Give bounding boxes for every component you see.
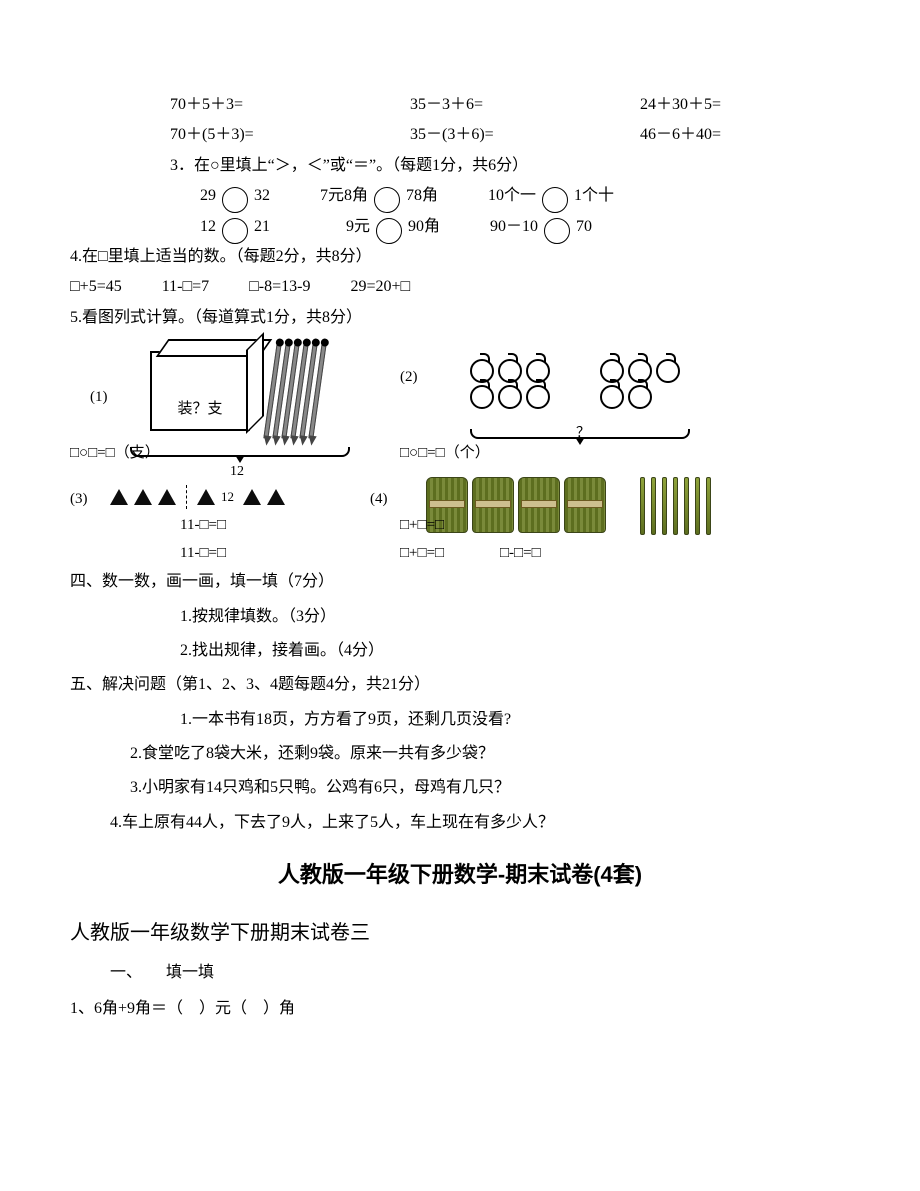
cherry-icon <box>656 359 680 383</box>
fig4-sticks <box>640 477 711 535</box>
fig3-marker: (3) <box>70 485 88 514</box>
fig4-marker: (4) <box>370 485 388 514</box>
q3-2-a2: 21 <box>254 212 270 242</box>
q4-d: 29=20+□ <box>350 272 410 302</box>
fig2-group-b <box>600 359 690 409</box>
circle-icon[interactable] <box>376 218 402 244</box>
cherry-icon <box>470 385 494 409</box>
fig2-group-a <box>470 359 570 409</box>
cherry-icon <box>628 385 652 409</box>
sec4-i2: 2.找出规律，接着画。（4分） <box>70 636 850 666</box>
calc-1b: 35－3＋6= <box>410 90 580 120</box>
q3-row-2: 12 21 9元 90角 90－10 70 <box>70 212 850 242</box>
fill-heading: 一、 填一填 <box>70 958 850 988</box>
sec5-i2: 2.食堂吃了8袋大米，还剩9袋。原来一共有多少袋？ <box>70 739 850 769</box>
fig4-eq-b2: □-□=□ <box>500 539 541 568</box>
stick-icon <box>695 477 700 535</box>
q3-title: 3．在○里填上“＞，＜”或“＝”。（每题1分，共6分） <box>70 151 850 181</box>
fig1-box-label: 装？支 <box>152 395 248 424</box>
q4-a: □+5=45 <box>70 272 122 302</box>
q5-figures: (1) 装？支 12 □○□=□（支） (2) ？ □○□=□（个） (3) <box>70 343 850 563</box>
calc-1c: 24＋30＋5= <box>640 90 721 120</box>
q4-b: 11-□=7 <box>162 272 209 302</box>
cherry-icon <box>526 385 550 409</box>
main-title: 人教版一年级下册数学-期末试卷(4套) <box>70 854 850 896</box>
fig4-eq-top: □+□=□ <box>400 511 444 540</box>
triangle-icon <box>197 489 215 505</box>
calc-2b: 35－(3＋6)= <box>410 120 580 150</box>
q3-1-c2: 1个十 <box>574 181 614 211</box>
sec5-i1: 1.一本书有18页，方方看了9页，还剩几页没看? <box>70 705 850 735</box>
stick-icon <box>673 477 678 535</box>
stick-icon <box>662 477 667 535</box>
sec5-i4: 4.车上原有44人，下去了9人，上来了5人，车上现在有多少人？ <box>70 808 850 838</box>
fig2-marker: (2) <box>400 363 418 392</box>
stick-icon <box>651 477 656 535</box>
fig3-eq2: 11-□=□ <box>180 539 226 568</box>
q3-1-b1: 7元8角 <box>320 181 368 211</box>
fig1-eq: □○□=□（支） <box>70 439 160 468</box>
fig3-count: 12 <box>221 485 237 510</box>
calc-1a: 70＋5＋3= <box>170 90 350 120</box>
sec4-heading: 四、数一数，画一画，填一填（7分） <box>70 567 850 597</box>
stick-icon <box>684 477 689 535</box>
fig1-brace-num: 12 <box>230 459 244 486</box>
calc-row-2: 70＋(5＋3)= 35－(3＋6)= 46－6＋40= <box>70 120 850 150</box>
q3-1-c1: 10个一 <box>488 181 536 211</box>
calc-2a: 70＋(5＋3)= <box>170 120 350 150</box>
q3-1-a1: 29 <box>200 181 216 211</box>
subtitle: 人教版一年级数学下册期末试卷三 <box>70 914 850 952</box>
triangle-icon <box>110 489 128 505</box>
fig1-marker: (1) <box>90 383 108 412</box>
q5-title: 5.看图列式计算。（每道算式1分，共8分） <box>70 303 850 333</box>
q3-2-b1: 9元 <box>346 212 370 242</box>
sec4-i1: 1.按规律填数。（3分） <box>70 602 850 632</box>
q3-row-1: 29 32 7元8角 78角 10个一 1个十 <box>70 181 850 211</box>
sec5-heading: 五、解决问题（第1、2、3、4题每题4分，共21分） <box>70 670 850 700</box>
triangle-icon <box>134 489 152 505</box>
bundle-icon <box>472 477 514 533</box>
cherry-icon <box>498 385 522 409</box>
circle-icon[interactable] <box>544 218 570 244</box>
fig3-eq1: 11-□=□ <box>180 511 226 540</box>
q3-2-a1: 12 <box>200 212 216 242</box>
q3-1-a2: 32 <box>254 181 270 211</box>
fig4-bundles <box>426 477 606 533</box>
q4-items: □+5=45 11-□=7 □-8=13-9 29=20+□ <box>70 272 850 302</box>
sec5-i3: 3.小明家有14只鸡和5只鸭。公鸡有6只，母鸡有几只？ <box>70 773 850 803</box>
circle-icon[interactable] <box>542 187 568 213</box>
q4-c: □-8=13-9 <box>249 272 310 302</box>
fig1-pencils <box>270 343 320 439</box>
stick-icon <box>706 477 711 535</box>
stick-icon <box>640 477 645 535</box>
q4-title: 4.在□里填上适当的数。（每题2分，共8分） <box>70 242 850 272</box>
fig2-q: ？ <box>576 421 590 448</box>
fig1-brace <box>130 447 350 457</box>
q3-1-b2: 78角 <box>406 181 438 211</box>
fig1-box: 装？支 <box>150 351 250 431</box>
fig2-eq: □○□=□（个） <box>400 439 490 468</box>
calc-row-1: 70＋5＋3= 35－3＋6= 24＋30＋5= <box>70 90 850 120</box>
triangle-icon <box>267 489 285 505</box>
divider-dashed <box>186 485 187 509</box>
q3-2-b2: 90角 <box>408 212 440 242</box>
fig3-triangles: 12 <box>110 485 285 510</box>
cherry-icon <box>600 385 624 409</box>
fig4-eq-b1: □+□=□ <box>400 539 444 568</box>
calc-2c: 46－6＋40= <box>640 120 721 150</box>
circle-icon[interactable] <box>222 187 248 213</box>
circle-icon[interactable] <box>374 187 400 213</box>
bundle-icon <box>564 477 606 533</box>
triangle-icon <box>158 489 176 505</box>
fill-q1: 1、6角+9角＝（ ）元（ ）角 <box>70 994 850 1024</box>
bundle-icon <box>518 477 560 533</box>
triangle-icon <box>243 489 261 505</box>
q3-2-c2: 70 <box>576 212 592 242</box>
circle-icon[interactable] <box>222 218 248 244</box>
q3-2-c1: 90－10 <box>490 212 538 242</box>
